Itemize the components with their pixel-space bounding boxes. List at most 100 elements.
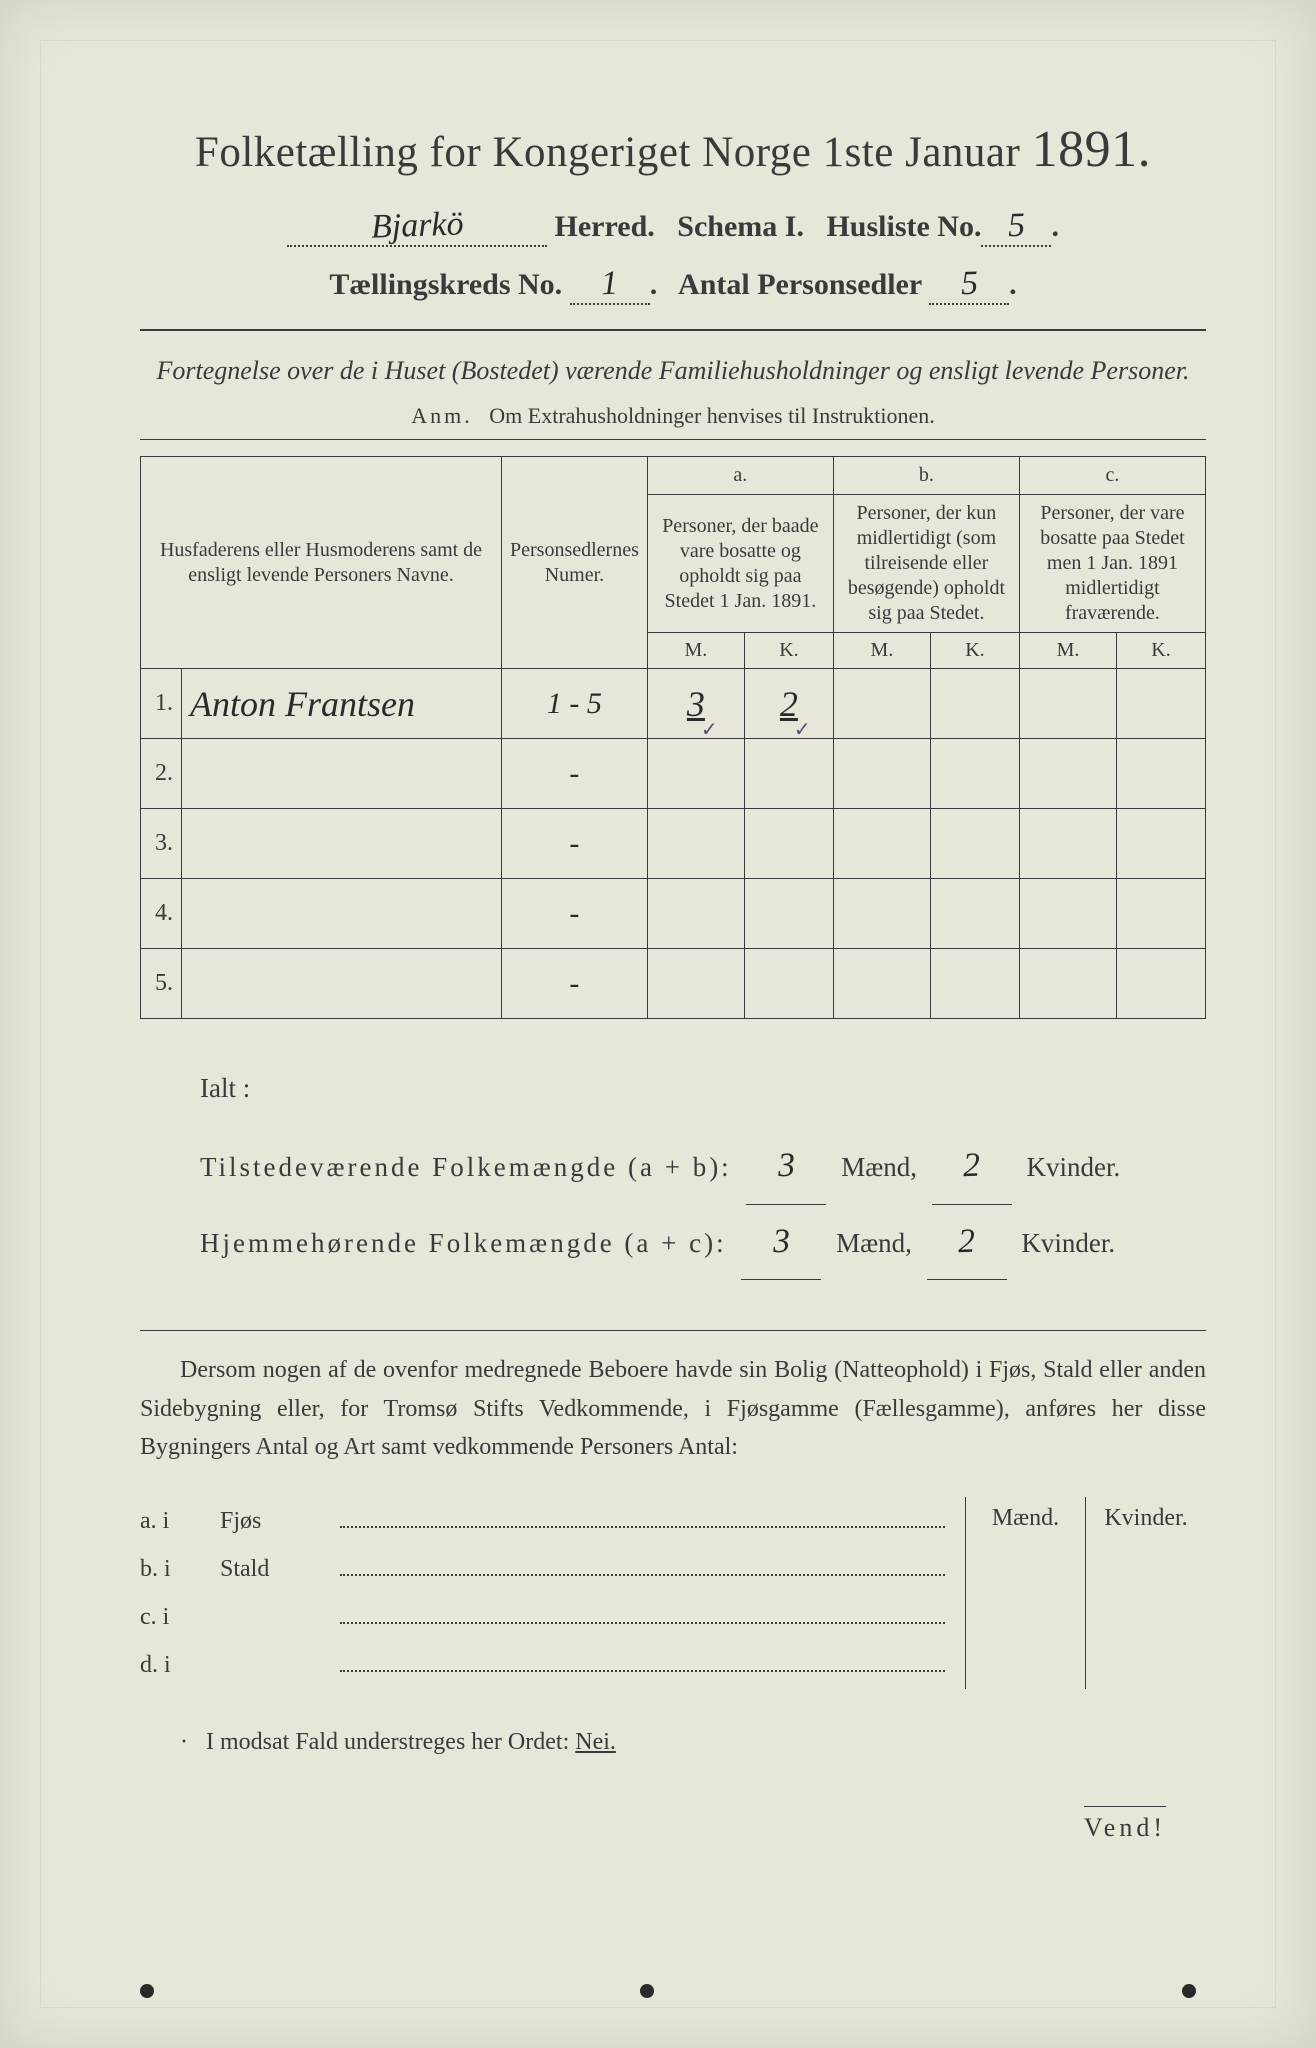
- row-c-m: [1019, 739, 1116, 809]
- out-row-label: b. i: [140, 1545, 220, 1593]
- row-c-k: [1117, 739, 1206, 809]
- present-k: 2: [962, 1129, 982, 1204]
- kreds-label: Tællingskreds No.: [329, 268, 562, 301]
- col-b-m: M.: [833, 633, 930, 669]
- nei-line: · I modsat Fald understreges her Ordet: …: [180, 1729, 1206, 1756]
- census-form-page: Folketælling for Kongeriget Norge 1ste J…: [0, 0, 1316, 2048]
- row-b-m: [833, 949, 930, 1019]
- present-label: Tilstedeværende Folkemængde (a + b):: [200, 1152, 732, 1182]
- out-kvinder-hdr: Kvinder.: [1086, 1497, 1206, 1546]
- kvinder-label-2: Kvinder.: [1021, 1228, 1115, 1258]
- divider-thin-2: [140, 1330, 1206, 1331]
- antal-field: 5: [929, 265, 1009, 305]
- row-sedler: -: [502, 879, 648, 949]
- row-c-k: [1117, 809, 1206, 879]
- row-c-m: [1019, 879, 1116, 949]
- row-a-m: [647, 949, 744, 1019]
- row-name: [182, 879, 502, 949]
- table-row: 2. -: [141, 739, 1206, 809]
- row-num: 1.: [141, 669, 182, 739]
- row-a-k: [744, 879, 833, 949]
- col-c-k: K.: [1117, 633, 1206, 669]
- resident-k-field: 2: [927, 1205, 1007, 1281]
- col-a-label: a.: [647, 457, 833, 495]
- row-num: 5.: [141, 949, 182, 1019]
- col-a-k: K.: [744, 633, 833, 669]
- present-k-field: 2: [932, 1129, 1012, 1205]
- resident-label: Hjemmehørende Folkemængde (a + c):: [200, 1228, 727, 1258]
- row-a-k: [744, 739, 833, 809]
- row-num: 3.: [141, 809, 182, 879]
- outbuildings-block: a. iFjøsb. iStaldc. id. i Mænd. Kvinder.: [140, 1497, 1206, 1689]
- census-table: Husfaderens eller Husmoderens samt de en…: [140, 456, 1206, 1019]
- row-c-k: [1117, 879, 1206, 949]
- resident-line: Hjemmehørende Folkemængde (a + c): 3 Mæn…: [200, 1205, 1206, 1281]
- title-year: 1891.: [1032, 121, 1152, 178]
- antal-label: Antal Personsedler: [678, 268, 922, 301]
- outbuilding-row: a. iFjøs: [140, 1497, 945, 1545]
- row-b-k: [930, 669, 1019, 739]
- col-sedler: Personsedlernes Numer.: [502, 457, 648, 669]
- out-row-type: Stald: [220, 1545, 340, 1593]
- row-b-m: [833, 669, 930, 739]
- out-row-label: c. i: [140, 1593, 220, 1641]
- annotation-line: Anm. Om Extrahusholdninger henvises til …: [140, 403, 1206, 429]
- page-title: Folketælling for Kongeriget Norge 1ste J…: [140, 120, 1206, 179]
- out-row-dots: [340, 1618, 945, 1624]
- row-a-m: [647, 739, 744, 809]
- present-line: Tilstedeværende Folkemængde (a + b): 3 M…: [200, 1129, 1206, 1205]
- row-num: 2.: [141, 739, 182, 809]
- col-b-text: Personer, der kun midlertidigt (som tilr…: [833, 495, 1019, 633]
- out-row-dots: [340, 1666, 945, 1672]
- col-name: Husfaderens eller Husmoderens samt de en…: [141, 457, 502, 669]
- out-row-dots: [340, 1570, 945, 1576]
- kvinder-label: Kvinder.: [1026, 1152, 1120, 1182]
- row-name: [182, 949, 502, 1019]
- col-b-label: b.: [833, 457, 1019, 495]
- row-a-k: [744, 809, 833, 879]
- col-a-text: Personer, der baade vare bosatte og opho…: [647, 495, 833, 633]
- husliste-field: 5: [981, 207, 1051, 247]
- out-col-maend: Mænd.: [966, 1497, 1086, 1689]
- out-row-label: a. i: [140, 1497, 220, 1545]
- schema-label: Schema I.: [677, 210, 804, 243]
- row-a-m: [647, 879, 744, 949]
- anm-label: Anm.: [411, 403, 473, 428]
- row-c-k: [1117, 669, 1206, 739]
- ialt-label: Ialt :: [200, 1059, 1206, 1118]
- row-name: [182, 809, 502, 879]
- col-c-m: M.: [1019, 633, 1116, 669]
- present-m: 3: [777, 1129, 797, 1204]
- anm-text: Om Extrahusholdninger henvises til Instr…: [489, 403, 934, 428]
- row-b-k: [930, 949, 1019, 1019]
- husliste-value: 5: [1007, 207, 1025, 246]
- row-name: Anton Frantsen: [182, 669, 502, 739]
- outbuilding-row: c. i: [140, 1593, 945, 1641]
- row-b-m: [833, 809, 930, 879]
- row-sedler: -: [502, 739, 648, 809]
- table-row: 5. -: [141, 949, 1206, 1019]
- out-col-kvinder: Kvinder.: [1086, 1497, 1206, 1689]
- col-b-k: K.: [930, 633, 1019, 669]
- out-row-dots: [340, 1522, 945, 1528]
- outbuilding-paragraph: Dersom nogen af de ovenfor medregnede Be…: [140, 1351, 1206, 1466]
- row-c-m: [1019, 949, 1116, 1019]
- table-row: 4. -: [141, 879, 1206, 949]
- table-row: 1.Anton Frantsen1 - 53✓2✓: [141, 669, 1206, 739]
- row-num: 4.: [141, 879, 182, 949]
- outbuilding-row: d. i: [140, 1641, 945, 1689]
- present-m-field: 3: [746, 1129, 826, 1205]
- kreds-field: 1: [570, 265, 650, 305]
- out-row-type: Fjøs: [220, 1497, 340, 1545]
- row-sedler: -: [502, 949, 648, 1019]
- nei-word: Nei.: [575, 1729, 616, 1755]
- header-line-1: Bjarkö Herred. Schema I. Husliste No.5.: [140, 207, 1206, 247]
- outbuilding-row: b. iStald: [140, 1545, 945, 1593]
- row-b-k: [930, 739, 1019, 809]
- divider-thin: [140, 439, 1206, 440]
- row-c-k: [1117, 949, 1206, 1019]
- row-a-m: 3✓: [647, 669, 744, 739]
- nei-prefix: I modsat Fald understreges her Ordet:: [206, 1729, 569, 1755]
- punch-mark: [140, 1984, 154, 1998]
- antal-value: 5: [960, 265, 978, 304]
